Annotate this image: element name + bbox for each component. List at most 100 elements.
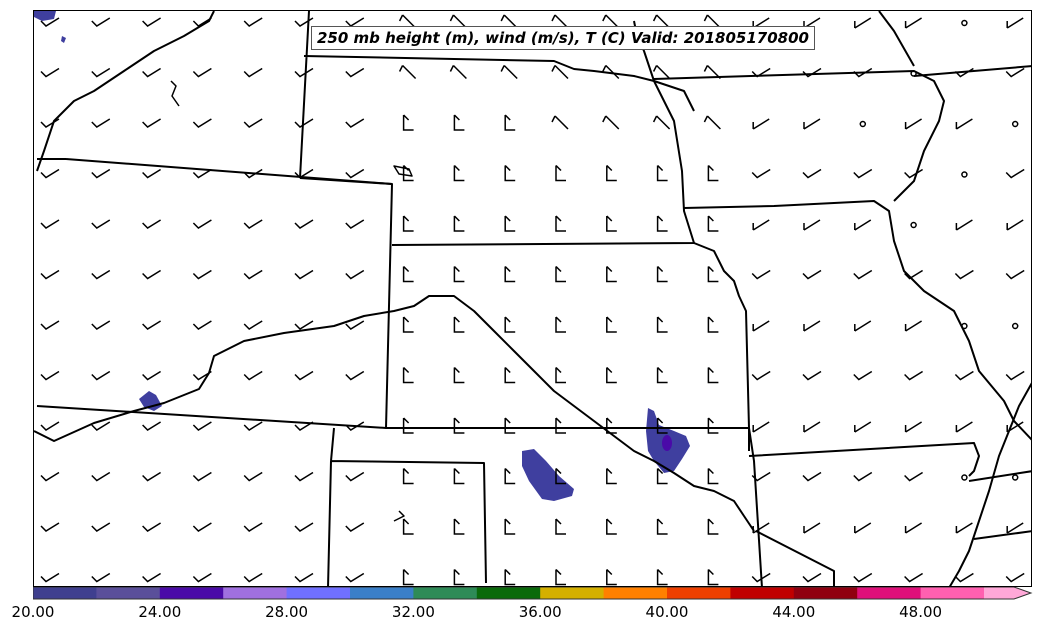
wind-barb: [504, 164, 516, 182]
wind-barb: [1005, 168, 1025, 179]
map-panel: 250 mb height (m), wind (m/s), T (C) Val…: [33, 10, 1032, 587]
wind-barb: [904, 421, 922, 433]
wind-barb: [243, 269, 263, 280]
wind-barb: [955, 219, 973, 231]
wind-barb: [961, 171, 968, 178]
wind-barb: [854, 522, 872, 534]
wind-barb: [904, 168, 923, 179]
wind-barb: [345, 471, 365, 482]
wind-barb: [606, 518, 617, 535]
map-title: 250 mb height (m), wind (m/s), T (C) Val…: [311, 26, 815, 50]
wind-barb: [555, 467, 566, 485]
wind-barb: [398, 14, 417, 29]
wind-barb: [504, 316, 516, 333]
wind-barb: [91, 421, 111, 431]
wind-barb: [402, 518, 414, 535]
wind-barb: [142, 269, 161, 280]
wind-barb: [854, 219, 872, 231]
wind-barb: [402, 265, 414, 283]
wind-barb: [854, 421, 872, 433]
river-piece: [170, 80, 180, 107]
wind-barb: [345, 572, 365, 583]
wind-barb: [192, 17, 212, 27]
wind-barb: [853, 572, 873, 583]
wind-barb: [402, 215, 414, 232]
wind-barb: [802, 370, 822, 381]
wind-barb: [345, 370, 365, 381]
state-borders: [34, 11, 1031, 586]
wind-barb: [142, 370, 161, 381]
wind-barb: [40, 320, 60, 330]
wind-barb: [504, 114, 516, 131]
wind-barb: [243, 421, 263, 431]
wind-barb: [555, 265, 566, 283]
wind-barb: [243, 522, 263, 532]
wind-barb: [294, 572, 314, 583]
wind-barb: [751, 67, 771, 78]
wind-barb: [703, 115, 721, 130]
wind-barb: [453, 215, 465, 232]
wind-barb: [40, 17, 60, 27]
wind-barb: [91, 572, 111, 583]
wind-barb: [243, 219, 263, 229]
wind-barb: [192, 118, 212, 128]
missouri-border: [683, 200, 1031, 477]
wind-barb: [504, 265, 516, 283]
wind-barb: [142, 219, 161, 229]
wind-barb: [91, 522, 111, 532]
wind-barb: [910, 221, 917, 229]
wind-barb: [656, 366, 668, 384]
wind-barb: [453, 114, 465, 131]
wind-barb: [40, 370, 60, 381]
wind-barb: [606, 164, 617, 182]
northwest-boundary: [36, 11, 215, 172]
wind-barb: [91, 219, 111, 229]
temperature-shading-core: [662, 435, 672, 451]
wind-barbs: [40, 14, 1025, 586]
wind-barb: [707, 265, 719, 283]
wind-barb: [142, 572, 161, 583]
colorbar-tick-label: 40.00: [645, 603, 689, 621]
wind-barb: [504, 518, 516, 535]
wind-barb: [192, 67, 212, 78]
temperature-shading: [34, 11, 690, 501]
wind-barb: [606, 215, 617, 232]
wind-barb: [656, 215, 668, 232]
wind-barb: [555, 366, 566, 384]
wind-barb: [142, 17, 161, 27]
wind-barb: [904, 471, 923, 482]
wind-barb: [802, 269, 822, 280]
colorbar-cell: [33, 587, 97, 599]
temperature-shading-blob: [34, 11, 56, 21]
wind-barb: [345, 320, 365, 330]
wind-barb: [652, 115, 671, 130]
wind-barb: [91, 269, 111, 280]
wind-barb: [1005, 269, 1025, 280]
wind-barb: [91, 67, 111, 78]
wind-barb: [803, 219, 821, 231]
wind-barb: [555, 164, 566, 182]
wind-barb: [453, 568, 465, 586]
wind-barb: [703, 14, 721, 29]
wind-barb: [606, 316, 617, 333]
wind-barb: [142, 118, 161, 128]
wind-barb: [961, 19, 968, 27]
wind-barb: [751, 572, 771, 583]
wind-barb: [602, 64, 620, 80]
colorbar: [33, 587, 1033, 600]
wind-barb: [294, 370, 314, 381]
wind-barb: [803, 522, 821, 534]
wind-barb: [345, 269, 365, 280]
wind-barb: [243, 17, 263, 27]
wind-barb: [453, 316, 465, 333]
wind-barb: [904, 522, 922, 534]
wind-barb: [402, 316, 414, 333]
wind-barb: [955, 118, 973, 130]
wind-barb: [40, 118, 60, 128]
colorado-border: [36, 158, 393, 429]
wind-barb: [1005, 67, 1025, 78]
wind-barb: [854, 17, 872, 29]
colorbar-cell: [286, 587, 351, 599]
wind-barb: [656, 568, 668, 586]
colorbar-tick-label: 28.00: [265, 603, 309, 621]
